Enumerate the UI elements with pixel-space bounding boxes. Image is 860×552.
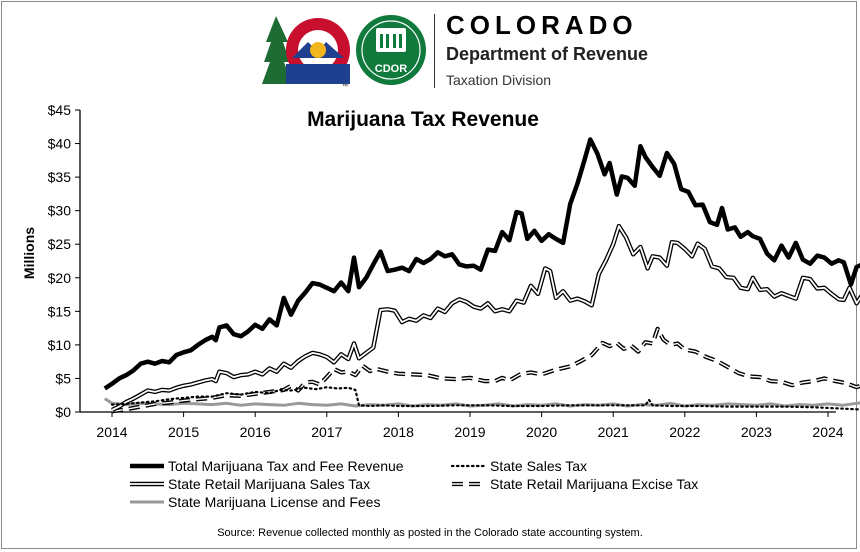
legend-label-total: Total Marijuana Tax and Fee Revenue: [168, 458, 404, 474]
pine-tree-icon: [262, 16, 292, 84]
legend: Total Marijuana Tax and Fee Revenue State…: [130, 458, 698, 510]
y-tick-label: $40: [48, 136, 72, 152]
axes: $0 $5 $10 $15 $20 $25 $30 $35 $40 $45 2014 2015 2016…: [48, 102, 844, 440]
series-retail_sales: [111, 223, 860, 412]
series-line-sales: [110, 386, 860, 411]
legend-item-license: State Marijuana License and Fees: [130, 494, 380, 510]
capitol-building-icon: [376, 28, 406, 52]
x-tick-label: 2022: [669, 424, 700, 440]
series-license: [103, 397, 860, 408]
legend-label-excise: State Retail Marijuana Excise Tax: [490, 476, 698, 492]
series-line-retail_sales-inner: [111, 225, 860, 411]
y-tick-label: $5: [55, 370, 71, 386]
series-line-excise: [111, 326, 860, 414]
y-tick-label: $35: [48, 169, 72, 185]
series-line-excise-inner: [111, 328, 860, 412]
legend-item-total: Total Marijuana Tax and Fee Revenue: [130, 458, 404, 474]
series-excise: [111, 326, 860, 414]
series-total: [103, 137, 860, 391]
org-name: COLORADO: [446, 10, 638, 40]
division-name: Taxation Division: [446, 72, 552, 88]
source-note: Source: Revenue collected monthly as pos…: [217, 527, 643, 539]
x-tick-label: 2018: [383, 424, 414, 440]
header-divider: [434, 14, 435, 88]
y-axis-label: Millions: [21, 227, 37, 279]
cdor-badge-icon: CDOR: [356, 15, 426, 85]
y-tick-label: $20: [48, 270, 72, 286]
x-tick-label: 2024: [812, 424, 843, 440]
series-sales: [110, 386, 860, 411]
y-tick-label: $30: [48, 203, 72, 219]
x-tick-label: 2023: [741, 424, 772, 440]
y-tick-label: $10: [48, 337, 72, 353]
colorado-logo-icon: ™: [262, 16, 350, 90]
y-tick-label: $15: [48, 303, 72, 319]
legend-label-license: State Marijuana License and Fees: [168, 494, 380, 510]
y-tick-label: $45: [48, 102, 72, 118]
y-tick-label: $0: [55, 404, 71, 420]
x-tick-label: 2017: [311, 424, 342, 440]
plot-area: [103, 137, 860, 414]
legend-item-sales: State Sales Tax: [450, 458, 587, 474]
x-tick-label: 2016: [240, 424, 271, 440]
legend-label-retail_sales: State Retail Marijuana Sales Tax: [168, 476, 370, 492]
x-tick-label: 2020: [526, 424, 557, 440]
series-line-total: [103, 137, 860, 391]
series-line-license: [103, 397, 860, 408]
legend-item-retail_sales: State Retail Marijuana Sales Tax: [130, 476, 370, 492]
header: ™ CDOR COLORADO Department of Revenue Ta…: [262, 8, 682, 92]
x-tick-label: 2019: [454, 424, 485, 440]
department-name: Department of Revenue: [446, 44, 649, 64]
svg-text:™: ™: [342, 83, 348, 90]
y-tick-label: $25: [48, 236, 72, 252]
x-tick-label: 2014: [96, 424, 127, 440]
legend-item-excise: State Retail Marijuana Excise Tax: [452, 476, 698, 492]
cdor-badge-text: CDOR: [375, 63, 407, 75]
x-tick-label: 2021: [598, 424, 629, 440]
x-tick-label: 2015: [168, 424, 199, 440]
legend-label-sales: State Sales Tax: [490, 458, 587, 474]
chart-title: Marijuana Tax Revenue: [307, 108, 539, 131]
